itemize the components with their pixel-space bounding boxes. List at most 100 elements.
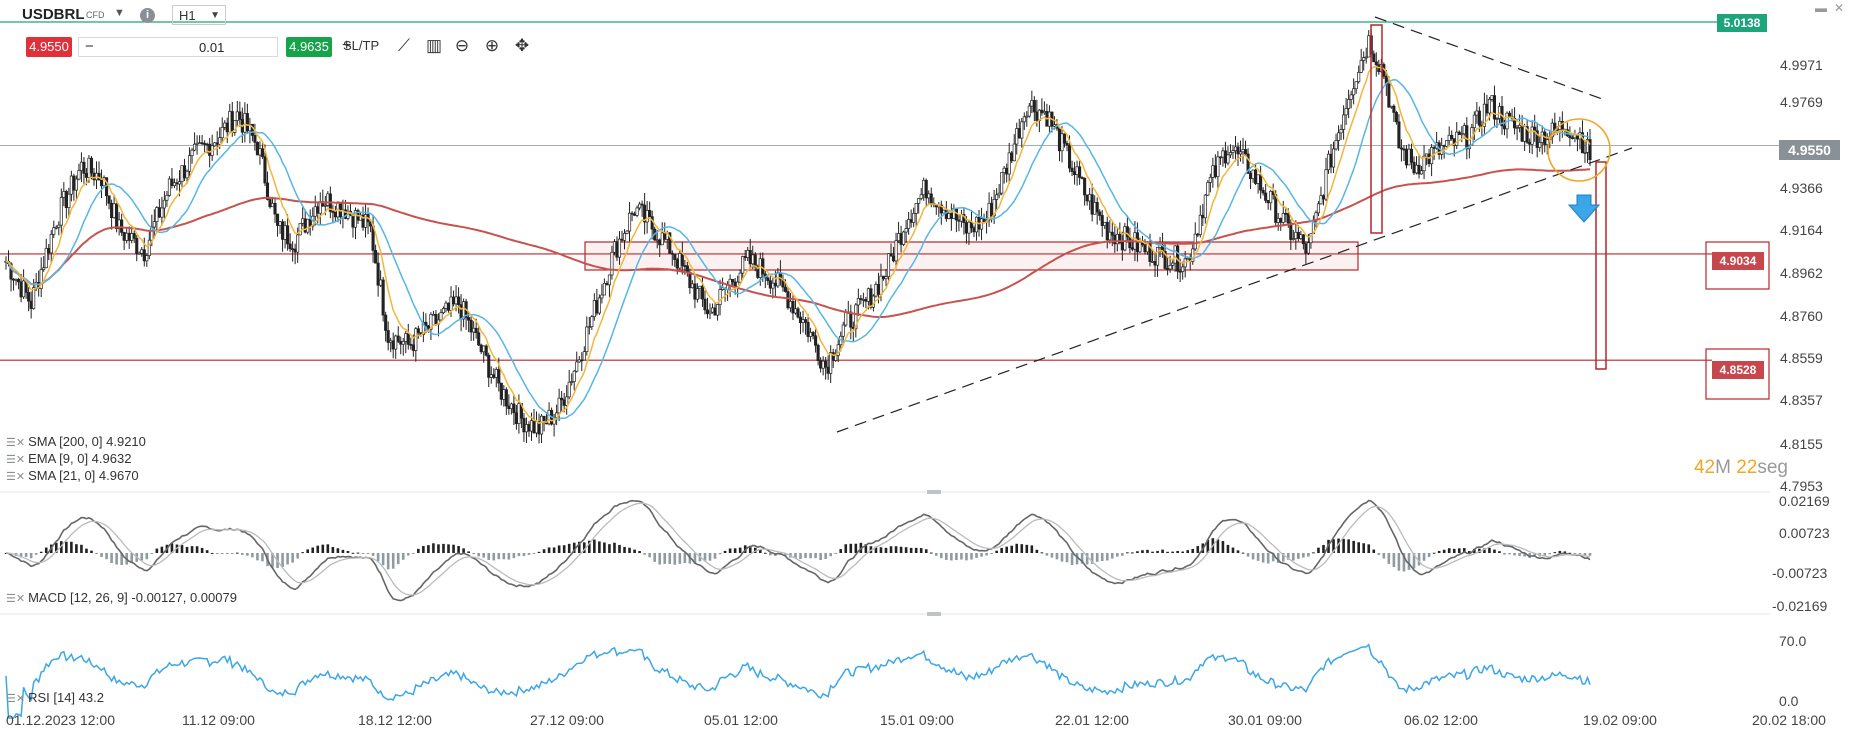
candle-body (459, 304, 463, 320)
candle-body (1289, 222, 1293, 240)
candle-body (1414, 164, 1419, 174)
minimize-icon[interactable]: ▬ (1815, 1, 1827, 15)
candle-body (542, 415, 546, 422)
candle-body (273, 202, 277, 215)
macd-histogram-bar (1357, 542, 1360, 553)
decrease-quantity-button[interactable]: − (85, 38, 94, 55)
candle-body (42, 267, 46, 270)
candle-body (1404, 148, 1409, 166)
candle-body (275, 213, 280, 226)
macd-histogram-bar (195, 546, 199, 553)
increase-quantity-button[interactable]: + (342, 37, 352, 54)
macd-histogram-bar (1266, 553, 1270, 564)
rsi-axis-label: 70.0 (1779, 633, 1807, 649)
candle-body (949, 213, 953, 219)
candle-body (1279, 218, 1283, 223)
macd-histogram-bar (1286, 553, 1290, 560)
candle-body (492, 374, 496, 378)
ascending-trendline (836, 147, 1633, 433)
buy-button[interactable]: 4.9635 (286, 37, 332, 57)
sma200-line (5, 168, 1591, 319)
macd-histogram-bar (799, 553, 802, 559)
price-axis-label: 4.8155 (1780, 436, 1823, 452)
macd-histogram-bar (1292, 553, 1295, 561)
candle-body (1392, 105, 1396, 113)
quantity-input[interactable]: 0.01 (199, 40, 225, 55)
line-chart-icon[interactable]: ⟋ (398, 36, 410, 55)
candle-body (844, 312, 848, 326)
macd-histogram-bar (236, 552, 239, 554)
candle-body (891, 255, 896, 262)
macd-histogram-bar (950, 553, 953, 561)
candle-body (567, 381, 571, 398)
macd-histogram-bar (567, 543, 571, 553)
macd-histogram-bar (1352, 540, 1355, 553)
macd-histogram-bar (537, 551, 541, 553)
zoom-out-icon[interactable]: ⊖ (454, 36, 470, 55)
candle-body (607, 274, 611, 286)
macd-histogram-bar (678, 553, 682, 564)
quantity-stepper[interactable]: − 0.01 ⇄ + (78, 37, 351, 57)
macd-histogram-bar (552, 547, 556, 553)
symbol-dropdown-icon[interactable]: ▼ (114, 7, 125, 19)
candle-body (919, 194, 923, 199)
macd-histogram-bar (396, 553, 400, 565)
macd-histogram-bar (452, 544, 455, 553)
candle-body (1130, 247, 1134, 250)
sltp-button[interactable]: SL/TP (343, 38, 380, 53)
candle-body (386, 330, 390, 343)
candle-body (1022, 116, 1026, 123)
timeframe-select[interactable]: H1 ▼ (172, 5, 226, 25)
settings-icon[interactable]: ☰✕ (6, 693, 26, 705)
settings-icon[interactable]: ☰✕ (6, 454, 26, 466)
candle-body (1518, 124, 1522, 128)
symbol-label[interactable]: USDBRL (22, 6, 85, 23)
zoom-in-icon[interactable]: ⊕ (484, 36, 500, 55)
candle-body (1580, 132, 1585, 154)
macd-histogram-bar (215, 553, 219, 554)
candle-body (406, 333, 410, 345)
candle-body (1027, 105, 1031, 117)
candle-body (638, 203, 642, 209)
macd-histogram-bar (517, 553, 521, 557)
candle-body (600, 294, 604, 299)
candle-body (683, 265, 687, 267)
candle-body (278, 221, 282, 226)
macd-histogram-bar (1010, 545, 1014, 553)
candle-body (731, 278, 735, 283)
candle-body (927, 193, 931, 199)
sell-button[interactable]: 4.9550 (26, 37, 72, 57)
candle-body (1163, 251, 1167, 269)
resistance-tag-box (1705, 241, 1770, 290)
macd-histogram-bar (296, 553, 299, 559)
macd-histogram-bar (653, 553, 656, 562)
candles-icon[interactable]: ▥ (425, 36, 443, 55)
candle-body (177, 181, 182, 185)
candle-body (522, 417, 526, 433)
candle-body (162, 199, 166, 209)
candle-body (1254, 169, 1258, 184)
candle-body (1407, 148, 1411, 166)
price-axis-label: 4.8357 (1780, 392, 1823, 408)
candle-body (107, 195, 111, 204)
macd-histogram-bar (869, 546, 873, 553)
macd-histogram-bar (1176, 550, 1179, 553)
crosshair-icon[interactable]: ✥ (514, 36, 530, 55)
macd-histogram-bar (286, 553, 289, 565)
settings-icon[interactable]: ☰✕ (6, 437, 26, 449)
candle-body (590, 316, 594, 328)
candle-body (884, 276, 888, 280)
macd-histogram-bar (924, 549, 928, 553)
close-icon[interactable]: ✕ (1834, 1, 1845, 15)
candle-body (1007, 152, 1011, 175)
candle-body (1409, 148, 1414, 163)
candle-body (1507, 112, 1512, 118)
candle-body (1128, 236, 1132, 249)
candle-body (1482, 103, 1486, 127)
settings-icon[interactable]: ☰✕ (6, 471, 26, 483)
info-icon[interactable]: i (140, 8, 155, 23)
candle-body (11, 278, 16, 281)
settings-icon[interactable]: ☰✕ (6, 593, 26, 605)
candle-body (157, 207, 161, 218)
